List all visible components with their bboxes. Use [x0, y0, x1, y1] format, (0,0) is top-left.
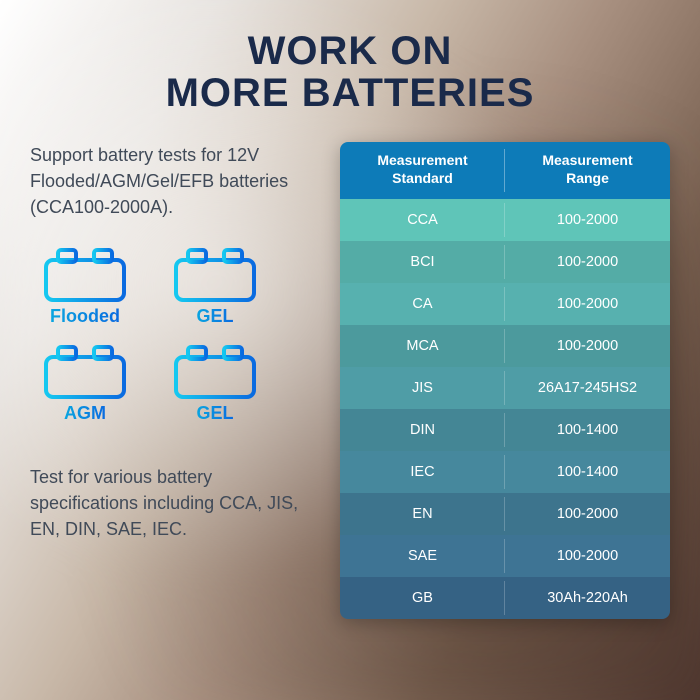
cell-range: 100-2000: [505, 241, 670, 283]
battery-type-label: GEL: [196, 306, 233, 327]
page-title: WORK ON MORE BATTERIES: [30, 30, 670, 114]
cell-range: 30Ah-220Ah: [505, 577, 670, 619]
battery-type-item: GEL: [160, 246, 270, 327]
table-row: CA100-2000: [340, 283, 670, 325]
battery-icon: [170, 246, 260, 304]
cell-range: 100-1400: [505, 409, 670, 451]
description-bottom: Test for various battery specifications …: [30, 464, 320, 542]
table-row: JIS26A17-245HS2: [340, 367, 670, 409]
cell-range: 100-2000: [505, 325, 670, 367]
measurement-table: MeasurementStandard MeasurementRange CCA…: [340, 142, 670, 619]
cell-range: 26A17-245HS2: [505, 367, 670, 409]
table-row: BCI100-2000: [340, 241, 670, 283]
table-row: MCA100-2000: [340, 325, 670, 367]
cell-standard: CCA: [340, 199, 505, 241]
cell-standard: IEC: [340, 451, 505, 493]
table-header-row: MeasurementStandard MeasurementRange: [340, 142, 670, 199]
cell-standard: DIN: [340, 409, 505, 451]
table-header-standard: MeasurementStandard: [340, 142, 505, 199]
table-row: CCA100-2000: [340, 199, 670, 241]
table-row: IEC100-1400: [340, 451, 670, 493]
battery-type-label: Flooded: [50, 306, 120, 327]
battery-type-grid: Flooded GEL AGM GEL: [30, 246, 320, 424]
cell-range: 100-2000: [505, 283, 670, 325]
description-top: Support battery tests for 12V Flooded/AG…: [30, 142, 320, 220]
cell-range: 100-2000: [505, 535, 670, 577]
cell-standard: GB: [340, 577, 505, 619]
battery-type-item: Flooded: [30, 246, 140, 327]
cell-standard: JIS: [340, 367, 505, 409]
table-header-range: MeasurementRange: [505, 142, 670, 199]
cell-range: 100-1400: [505, 451, 670, 493]
battery-type-item: GEL: [160, 343, 270, 424]
battery-type-item: AGM: [30, 343, 140, 424]
battery-icon: [40, 246, 130, 304]
battery-icon: [40, 343, 130, 401]
main-row: Support battery tests for 12V Flooded/AG…: [30, 142, 670, 619]
cell-standard: CA: [340, 283, 505, 325]
battery-type-label: AGM: [64, 403, 106, 424]
table-row: SAE100-2000: [340, 535, 670, 577]
title-line-2: MORE BATTERIES: [166, 71, 535, 115]
table-row: GB30Ah-220Ah: [340, 577, 670, 619]
cell-standard: MCA: [340, 325, 505, 367]
title-line-1: WORK ON: [248, 29, 453, 73]
cell-standard: BCI: [340, 241, 505, 283]
table-body: CCA100-2000BCI100-2000CA100-2000MCA100-2…: [340, 199, 670, 619]
cell-standard: EN: [340, 493, 505, 535]
left-column: Support battery tests for 12V Flooded/AG…: [30, 142, 320, 619]
battery-type-label: GEL: [196, 403, 233, 424]
cell-range: 100-2000: [505, 493, 670, 535]
cell-standard: SAE: [340, 535, 505, 577]
battery-icon: [170, 343, 260, 401]
cell-range: 100-2000: [505, 199, 670, 241]
table-row: DIN100-1400: [340, 409, 670, 451]
table-row: EN100-2000: [340, 493, 670, 535]
